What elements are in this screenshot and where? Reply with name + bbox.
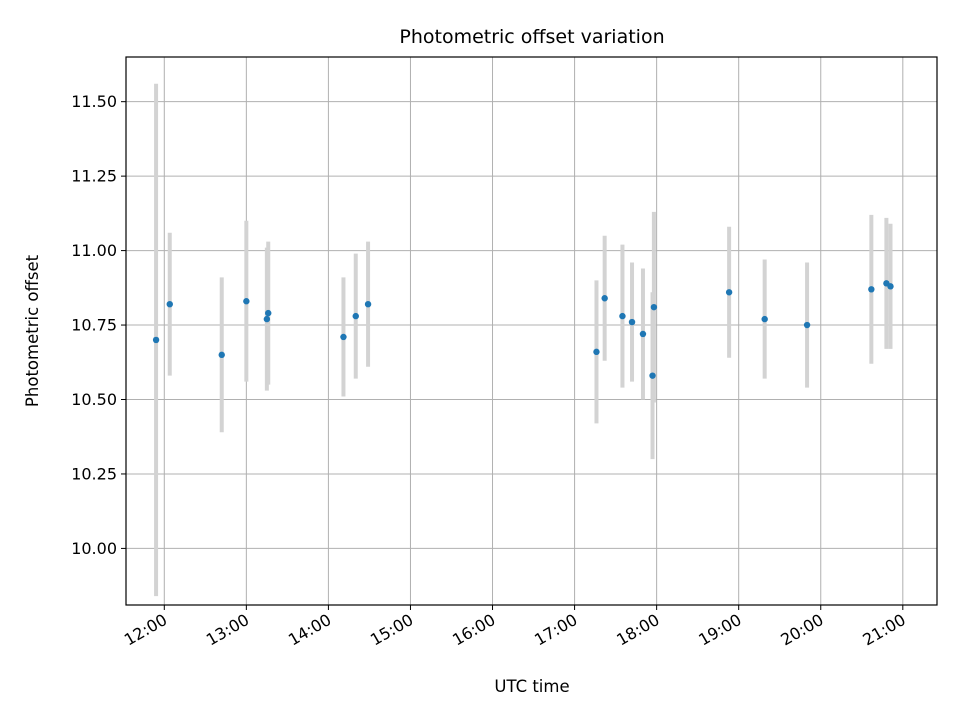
x-tick-label: 19:00 [695,610,744,650]
data-point [761,315,768,323]
data-point [265,309,272,317]
y-tick-label: 10.75 [71,316,117,335]
y-tick-label: 11.50 [71,92,117,111]
y-gridlines [126,101,937,549]
data-point [649,372,656,379]
y-tick-label: 10.25 [71,464,117,483]
data-point [152,336,160,344]
x-tick-label: 16:00 [449,610,498,650]
x-axis-ticks: 12:00 13:00 14:00 15:00 16:00 17:00 18:00 19:00… [121,605,909,650]
data-point [601,295,608,302]
data-point [619,312,626,320]
x-tick-label: 18:00 [613,610,662,650]
x-axis-label: UTC time [494,677,569,696]
data-points [152,280,894,379]
y-tick-label: 10.50 [71,390,117,409]
x-gridlines [163,57,904,605]
error-bars [154,83,893,597]
y-tick-label: 11.00 [71,241,117,260]
data-point [868,286,875,293]
x-tick-label: 12:00 [121,610,170,650]
data-point [243,298,250,305]
y-tick-label: 10.00 [71,539,117,558]
x-tick-label: 15:00 [367,610,416,650]
data-point [887,283,894,290]
data-point [218,351,225,359]
y-axis-ticks: 10.00 10.25 10.50 10.75 11.00 11.25 11.50 [71,92,126,558]
data-point [263,315,271,323]
data-point [593,348,600,356]
y-axis-label: Photometric offset [23,254,42,407]
x-tick-label: 13:00 [203,610,252,650]
data-point [340,333,347,341]
y-tick-label: 11.25 [71,167,117,186]
data-point [650,303,658,311]
data-point [803,321,811,329]
data-point [628,318,636,326]
x-tick-label: 14:00 [285,610,334,650]
x-tick-label: 21:00 [859,610,908,650]
data-point [352,312,359,320]
plot-frame [125,56,938,606]
data-point [639,330,647,338]
x-tick-label: 17:00 [531,610,580,650]
x-tick-label: 20:00 [777,610,826,650]
chart-title: Photometric offset variation [399,26,664,48]
data-point [725,289,733,296]
data-point [166,300,173,308]
data-point [364,300,372,308]
